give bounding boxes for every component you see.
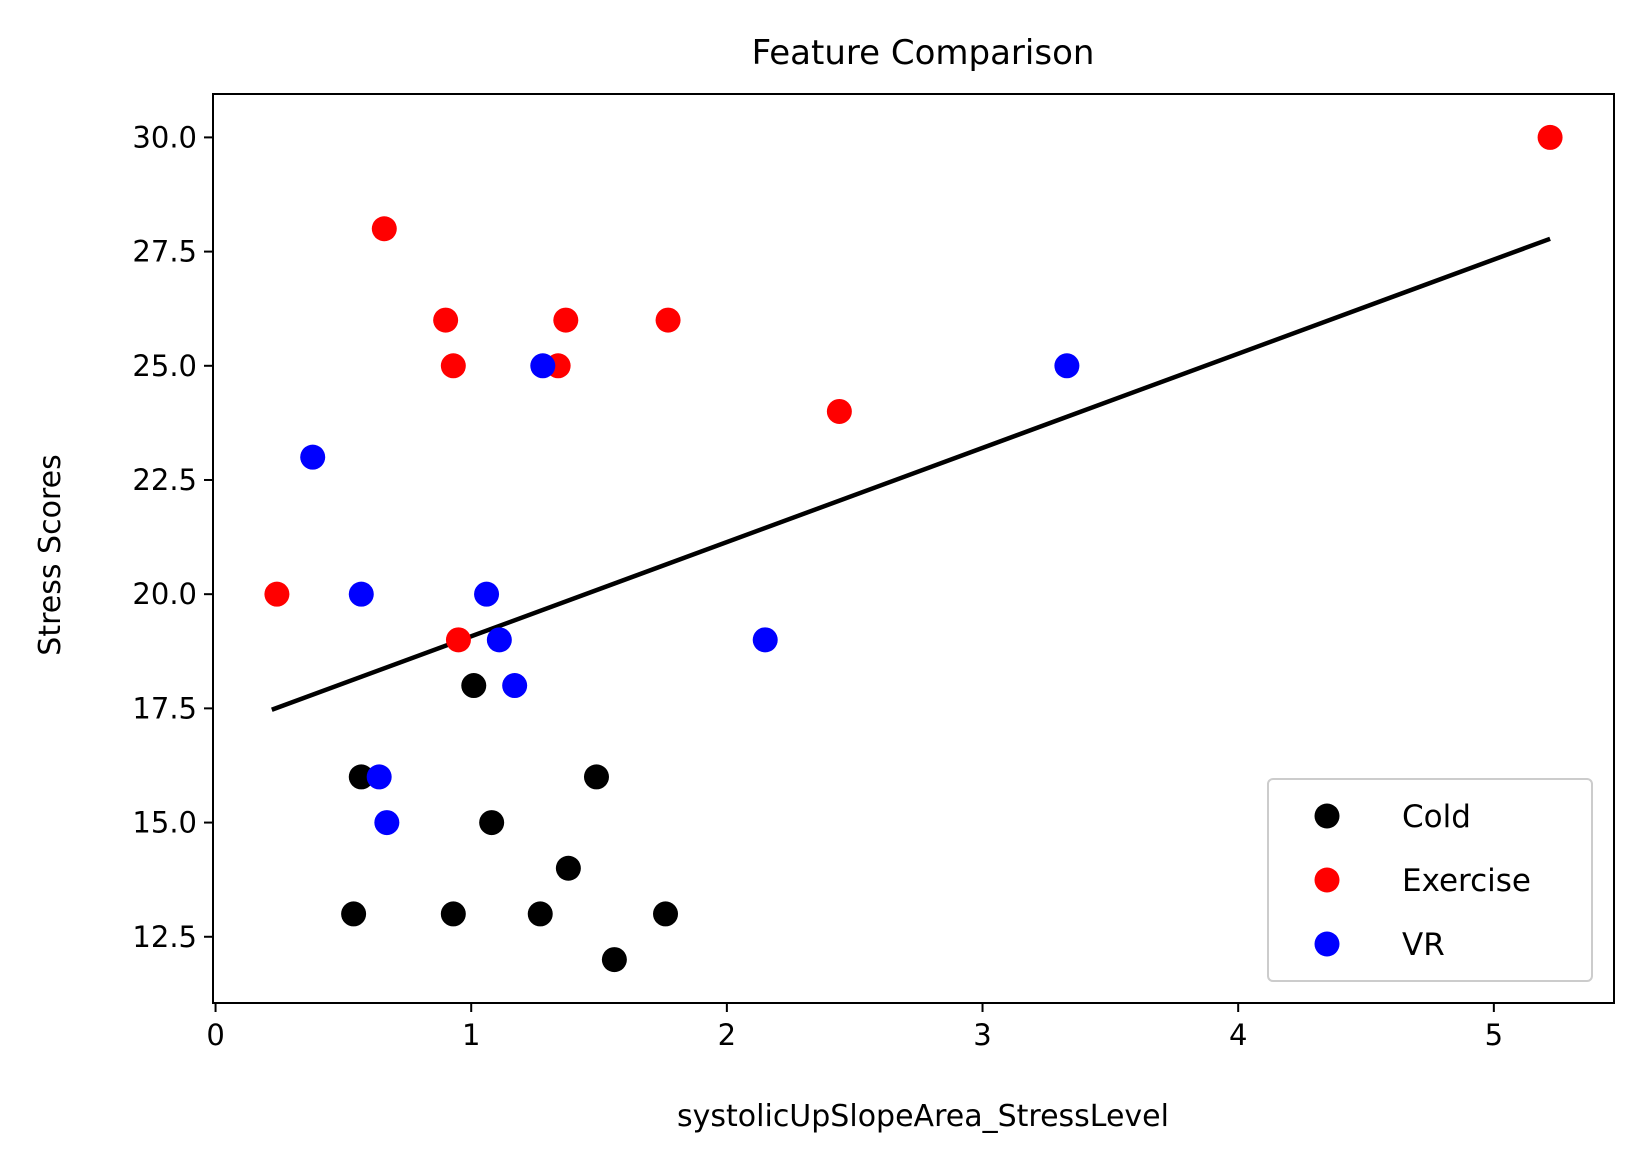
y-tick-label: 22.5	[132, 463, 197, 497]
data-point-cold	[527, 901, 553, 927]
data-point-vr	[374, 810, 400, 836]
data-point-exercise	[826, 398, 852, 424]
data-point-cold	[341, 901, 367, 927]
data-point-cold	[461, 673, 487, 699]
legend-items: Cold Exercise VR	[1314, 799, 1531, 963]
data-point-cold	[555, 855, 581, 881]
legend: Cold Exercise VR	[1267, 778, 1593, 982]
trendline-layer	[271, 236, 1551, 712]
x-axis-label: systolicUpSlopeArea_StressLevel	[677, 1099, 1169, 1134]
y-tick-label: 17.5	[132, 691, 197, 725]
data-point-vr	[366, 764, 392, 790]
x-tick-label: 2	[718, 1018, 736, 1052]
x-axis-ticks: 0 1 2 3 4 5	[206, 1003, 1503, 1052]
data-point-vr	[486, 627, 512, 653]
legend-box	[1267, 778, 1593, 982]
data-point-cold	[583, 764, 609, 790]
legend-label: Exercise	[1402, 863, 1531, 899]
axes-frame	[212, 93, 1615, 1004]
y-tick-label: 27.5	[132, 235, 197, 269]
data-point-cold	[653, 901, 679, 927]
y-axis-label: Stress Scores	[33, 454, 68, 655]
legend-marker	[1314, 803, 1340, 829]
x-tick-label: 5	[1485, 1018, 1503, 1052]
legend-marker	[1314, 867, 1340, 893]
data-point-vr	[530, 353, 556, 379]
data-point-exercise	[440, 353, 466, 379]
data-point-vr	[474, 581, 500, 607]
x-tick-label: 3	[973, 1018, 991, 1052]
x-tick-label: 4	[1229, 1018, 1247, 1052]
data-points-layer	[264, 124, 1563, 973]
data-point-exercise	[1537, 124, 1563, 150]
data-point-vr	[348, 581, 374, 607]
data-point-vr	[752, 627, 778, 653]
data-point-exercise	[371, 216, 397, 242]
legend-label: Cold	[1402, 799, 1471, 835]
legend-marker	[1314, 931, 1340, 957]
y-axis-ticks: 12.5 15.0 17.5 20.0 22.5 25.0 27.5 30.0	[132, 120, 213, 954]
data-point-exercise	[553, 307, 579, 333]
y-tick-label: 25.0	[132, 349, 197, 383]
data-point-vr	[300, 444, 326, 470]
data-point-exercise	[655, 307, 681, 333]
data-point-vr	[502, 673, 528, 699]
data-point-cold	[601, 947, 627, 973]
trendline	[271, 236, 1551, 712]
y-tick-label: 20.0	[132, 577, 197, 611]
data-point-exercise	[445, 627, 471, 653]
data-point-exercise	[433, 307, 459, 333]
x-tick-label: 0	[206, 1018, 224, 1052]
chart-title: Feature Comparison	[752, 33, 1095, 73]
y-tick-label: 30.0	[132, 120, 197, 154]
y-tick-label: 15.0	[132, 806, 197, 840]
data-point-vr	[1054, 353, 1080, 379]
legend-label: VR	[1402, 927, 1445, 963]
data-point-cold	[348, 764, 374, 790]
y-tick-label: 12.5	[132, 920, 197, 954]
data-point-exercise	[264, 581, 290, 607]
data-point-cold	[440, 901, 466, 927]
x-tick-label: 1	[462, 1018, 480, 1052]
data-point-cold	[479, 810, 505, 836]
plot-area	[264, 124, 1563, 973]
